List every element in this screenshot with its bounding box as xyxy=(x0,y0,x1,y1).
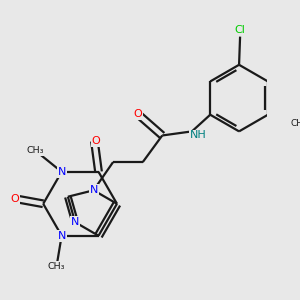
Text: O: O xyxy=(11,194,20,204)
Text: N: N xyxy=(71,217,79,227)
Text: O: O xyxy=(133,109,142,119)
Text: CH₃: CH₃ xyxy=(48,262,65,271)
Text: NH: NH xyxy=(190,130,206,140)
Text: N: N xyxy=(58,167,66,177)
Text: N: N xyxy=(58,231,66,241)
Text: CH₃: CH₃ xyxy=(290,119,300,128)
Text: N: N xyxy=(89,185,98,195)
Text: CH₃: CH₃ xyxy=(26,146,44,155)
Text: O: O xyxy=(92,136,100,146)
Text: Cl: Cl xyxy=(235,26,245,35)
